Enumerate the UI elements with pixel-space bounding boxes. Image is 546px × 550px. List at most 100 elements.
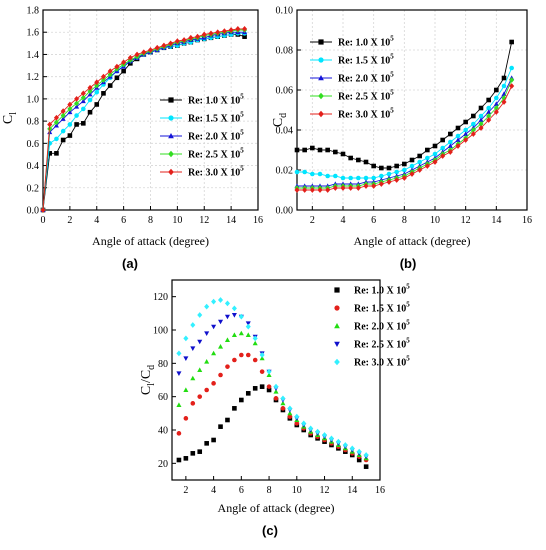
data-point — [60, 116, 66, 121]
data-point — [417, 153, 422, 159]
data-point — [218, 372, 223, 378]
legend-exponent: 5 — [240, 129, 244, 137]
data-point — [425, 147, 430, 153]
data-point — [356, 157, 361, 163]
plot-frame — [171, 279, 381, 481]
data-point — [211, 324, 217, 330]
data-point — [211, 298, 217, 305]
data-point — [218, 424, 223, 429]
data-point — [315, 428, 321, 435]
data-point — [287, 410, 293, 416]
data-point — [168, 40, 174, 47]
legend-name: Re: 2.0 X 10 — [338, 74, 390, 85]
data-point — [225, 417, 230, 423]
data-point — [448, 131, 453, 137]
y-label-sub: l — [8, 112, 19, 115]
data-point — [87, 97, 93, 103]
data-point — [183, 335, 189, 342]
y-label-sub: d — [278, 113, 289, 118]
y-tick-label: 0.00 — [276, 206, 294, 217]
data-point — [190, 346, 196, 351]
x-tick-label: 6 — [239, 485, 244, 496]
legend-marker — [334, 305, 340, 311]
data-point — [80, 98, 86, 104]
y-tick-label: 80 — [158, 359, 168, 370]
y-label-sub2: d — [146, 365, 157, 370]
data-point — [107, 68, 113, 74]
data-point — [394, 177, 400, 183]
x-tick-label: 14 — [226, 215, 236, 226]
data-point — [231, 305, 237, 312]
data-point — [67, 106, 73, 112]
legend-marker — [334, 341, 340, 347]
data-point — [80, 94, 86, 101]
x-tick-label: 6 — [121, 215, 126, 226]
chart-c: 2 4 6 8 10 12 14 16 20 40 60 80 100 120 Angle of attac… — [139, 279, 410, 538]
data-point — [190, 451, 196, 456]
data-point — [224, 314, 230, 320]
legend-label: Re: 1.5 X 105 — [188, 111, 244, 125]
data-point — [401, 175, 407, 181]
legend-name: Re: 1.5 X 10 — [354, 304, 406, 315]
legend-marker — [168, 168, 174, 176]
data-point — [101, 91, 106, 96]
data-point — [232, 357, 237, 363]
data-point — [218, 344, 224, 349]
data-point — [356, 457, 362, 463]
legend-marker — [168, 133, 174, 139]
data-point — [417, 167, 423, 173]
data-point — [342, 442, 348, 448]
data-point — [67, 133, 73, 138]
data-point — [67, 101, 73, 108]
data-point — [245, 323, 251, 330]
data-point — [448, 139, 453, 145]
data-point — [355, 185, 361, 191]
data-point — [204, 303, 210, 310]
chart-b: 2 4 6 8 10 12 14 16 0.00 0.02 0.04 0.06 0.08 0.10 Angl… — [271, 6, 532, 272]
legend-label: Re: 1.0 X 105 — [188, 93, 244, 107]
data-point — [478, 121, 484, 127]
data-point — [238, 330, 244, 336]
data-point — [287, 405, 293, 412]
data-point — [224, 300, 230, 307]
data-point — [74, 122, 79, 127]
data-point — [40, 207, 46, 213]
legend-exponent: 5 — [390, 107, 394, 115]
data-point — [432, 151, 438, 157]
y-label-main: C — [271, 118, 286, 127]
legend-name: Re: 1.0 X 10 — [338, 38, 390, 49]
data-point — [190, 375, 196, 381]
data-point — [211, 437, 216, 443]
data-point — [470, 131, 476, 137]
data-point — [333, 149, 338, 155]
data-point — [154, 44, 160, 51]
data-point — [494, 87, 499, 93]
series-1 — [176, 384, 369, 469]
legend-marker — [318, 110, 324, 118]
legend-label: Re: 3.0 X 105 — [188, 165, 244, 179]
x-tick-label: 2 — [310, 215, 315, 226]
data-point — [402, 167, 407, 173]
data-point — [325, 147, 330, 153]
y-tick-label: 100 — [153, 326, 168, 337]
data-point — [53, 122, 59, 128]
data-point — [54, 151, 59, 156]
y-axis-label: Cl/Cd — [139, 365, 157, 395]
data-point — [394, 163, 399, 169]
data-point — [211, 350, 217, 356]
legend-label: Re: 2.5 X 105 — [188, 147, 244, 161]
data-point — [302, 187, 308, 193]
data-point — [235, 26, 241, 32]
x-tick-label: 0 — [41, 215, 46, 226]
data-point — [478, 125, 484, 131]
panel-label: (b) — [400, 256, 417, 271]
data-point — [67, 109, 73, 115]
data-point — [176, 402, 182, 407]
data-point — [94, 79, 100, 86]
data-point — [463, 119, 468, 125]
data-point — [47, 121, 53, 128]
data-point — [74, 100, 80, 107]
legend-label: Re: 2.0 X 105 — [338, 71, 394, 85]
x-tick-label: 16 — [522, 215, 532, 226]
